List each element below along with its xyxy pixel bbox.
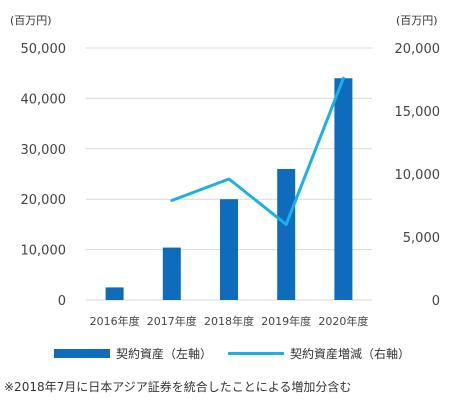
- left-tick-label: 30,000: [21, 143, 67, 158]
- right-tick-label: 15,000: [395, 105, 441, 120]
- line-series: [170, 76, 345, 226]
- legend-swatch-line: [228, 352, 284, 355]
- bar: [162, 247, 181, 300]
- left-tick-label: 40,000: [21, 92, 67, 107]
- bar: [220, 199, 238, 300]
- legend-swatch-bar: [54, 349, 110, 358]
- right-tick-label: 5,000: [403, 231, 440, 246]
- bar: [277, 168, 296, 300]
- right-axis-unit: (百万円): [396, 14, 438, 27]
- footnote: ※2018年7月に日本アジア証券を統合したことによる増加分含む: [4, 380, 352, 394]
- left-axis-unit: (百万円): [10, 14, 52, 27]
- right-tick-label: 10,000: [395, 168, 441, 183]
- x-tick-label: 2019年度: [261, 314, 311, 328]
- left-tick-label: 10,000: [21, 244, 67, 259]
- series-line: [170, 76, 345, 226]
- bar-series: [105, 78, 353, 301]
- legend-item-bar: 契約資産（左軸）: [54, 345, 212, 362]
- legend-item-line: 契約資産増減（右軸）: [228, 345, 410, 362]
- x-tick-label: 2020年度: [318, 314, 368, 328]
- legend: 契約資産（左軸） 契約資産増減（右軸）: [0, 343, 450, 365]
- bar: [334, 78, 353, 301]
- legend-label-bar: 契約資産（左軸）: [116, 347, 213, 361]
- x-tick-label: 2016年度: [90, 314, 140, 328]
- x-tick-label: 2017年度: [147, 314, 197, 328]
- right-tick-label: 20,000: [395, 42, 441, 57]
- x-axis-ticks: 2016年度 2017年度 2018年度 2019年度 2020年度: [90, 314, 369, 328]
- right-axis-ticks: 0 5,000 10,000 15,000 20,000: [395, 42, 441, 309]
- legend-label-line: 契約資産増減（右軸）: [290, 347, 411, 361]
- x-tick-label: 2018年度: [204, 314, 254, 328]
- left-axis-ticks: 0 10,000 20,000 30,000 40,000 50,000: [21, 42, 67, 309]
- right-tick-label: 0: [432, 294, 440, 309]
- left-tick-label: 20,000: [21, 193, 67, 208]
- left-tick-label: 0: [58, 294, 66, 309]
- bar: [105, 287, 124, 300]
- left-tick-label: 50,000: [21, 42, 67, 57]
